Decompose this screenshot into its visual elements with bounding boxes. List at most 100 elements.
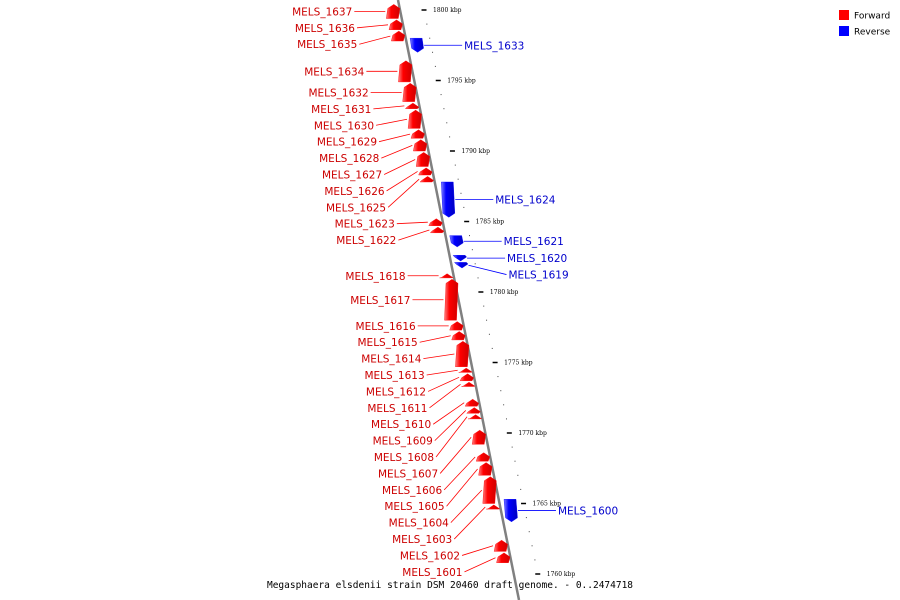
gene-mels-1609[interactable] [466, 407, 481, 414]
tick-label: 1770 kbp [518, 430, 547, 437]
label-mels-1615: MELS_1615 [358, 337, 418, 349]
gene-mels-1603[interactable] [486, 504, 501, 510]
leader-line [373, 105, 405, 110]
gene-mels-1616[interactable] [449, 321, 464, 331]
gene-mels-1604[interactable] [482, 476, 497, 504]
gene-mels-1635[interactable] [391, 30, 406, 42]
label-mels-1601: MELS_1601 [402, 567, 462, 579]
tick-layer: 1800 kbp 1795 kbp 1790 kbp 1785 kbp 1780 kbp… [421, 7, 575, 578]
gene-mels-1626[interactable] [418, 167, 433, 176]
tick-label: 1800 kbp [433, 7, 462, 14]
tick-label: 1765 kbp [533, 501, 562, 508]
gene-mels-1601[interactable] [496, 552, 511, 563]
leader-line [381, 144, 413, 159]
label-mels-1611: MELS_1611 [367, 403, 427, 415]
gene-mels-1613[interactable] [458, 367, 473, 373]
gene-mels-1600[interactable] [503, 499, 518, 523]
label-mels-1619: MELS_1619 [508, 270, 568, 282]
label-mels-1637: MELS_1637 [292, 6, 352, 18]
gene-mels-1606[interactable] [475, 452, 490, 462]
leader-line [464, 557, 496, 573]
gene-mels-1625[interactable] [419, 176, 434, 183]
label-mels-1636: MELS_1636 [295, 23, 355, 35]
leader-line [461, 545, 494, 556]
label-mels-1631: MELS_1631 [311, 104, 371, 116]
gene-mels-1619[interactable] [454, 262, 469, 269]
label-mels-1633: MELS_1633 [464, 40, 524, 52]
label-mels-1620: MELS_1620 [507, 253, 567, 265]
label-mels-1612: MELS_1612 [366, 386, 426, 398]
gene-mels-1605[interactable] [478, 462, 493, 476]
gene-mels-1634[interactable] [398, 60, 413, 83]
leader-line [435, 416, 468, 458]
gene-mels-1627[interactable] [415, 152, 430, 167]
gene-mels-1620[interactable] [452, 255, 467, 262]
gene-mels-1602[interactable] [493, 539, 508, 552]
label-mels-1606: MELS_1606 [382, 485, 442, 497]
label-mels-1609: MELS_1609 [373, 436, 433, 448]
gene-mels-1636[interactable] [388, 19, 403, 30]
gene-mels-1607[interactable] [471, 429, 486, 445]
gene-mels-1612[interactable] [459, 373, 474, 381]
leader-line [386, 171, 418, 192]
legend: Forward Reverse [839, 10, 891, 38]
label-mels-1604: MELS_1604 [389, 518, 449, 530]
leader-line [375, 118, 408, 126]
label-mels-1621: MELS_1621 [504, 236, 564, 248]
leader-line [359, 35, 391, 45]
leader-layer [354, 11, 556, 573]
gene-mels-1637[interactable] [386, 4, 401, 19]
gene-mels-1618[interactable] [439, 273, 454, 279]
label-mels-1630: MELS_1630 [314, 120, 374, 132]
legend-forward-label: Forward [854, 12, 890, 22]
label-mels-1618: MELS_1618 [345, 271, 405, 283]
gene-mels-1630[interactable] [407, 109, 422, 129]
tick-label: 1795 kbp [447, 78, 476, 85]
gene-mels-1632[interactable] [402, 83, 417, 102]
gene-mels-1624[interactable] [441, 181, 456, 218]
leader-line [446, 468, 478, 507]
gene-mels-1615[interactable] [451, 331, 466, 341]
leader-line [450, 489, 483, 523]
label-mels-1608: MELS_1608 [374, 452, 434, 464]
label-mels-1610: MELS_1610 [371, 419, 431, 431]
gene-mels-1631[interactable] [404, 102, 420, 109]
gene-mels-1621[interactable] [449, 235, 464, 248]
gene-mels-1622[interactable] [429, 226, 445, 234]
label-mels-1626: MELS_1626 [324, 186, 384, 198]
tick-label: 1790 kbp [461, 148, 490, 155]
gene-mels-1623[interactable] [428, 218, 443, 226]
leader-line [453, 506, 486, 540]
tick-label: 1785 kbp [476, 219, 505, 226]
gene-mels-1628[interactable] [413, 139, 428, 152]
label-layer: MELS_1637 MELS_1636 MELS_1635 MELS_1634 MELS… [292, 6, 618, 578]
label-mels-1613: MELS_1613 [364, 370, 424, 382]
leader-line [423, 353, 455, 360]
leader-line [427, 376, 460, 392]
leader-line [419, 335, 451, 343]
gene-mels-1617[interactable] [444, 279, 459, 321]
label-mels-1607: MELS_1607 [378, 468, 438, 480]
leader-line [439, 436, 472, 474]
genome-caption: Megasphaera elsdenii strain DSM 20460 dr… [267, 580, 633, 591]
gene-mels-1608[interactable] [468, 414, 483, 420]
label-mels-1617: MELS_1617 [350, 295, 410, 307]
tick-label: 1775 kbp [504, 360, 533, 367]
gene-mels-1611[interactable] [461, 381, 476, 387]
legend-reverse-swatch [839, 26, 849, 36]
label-mels-1623: MELS_1623 [335, 219, 395, 231]
label-mels-1629: MELS_1629 [317, 137, 377, 149]
gene-mels-1614[interactable] [455, 341, 470, 367]
label-mels-1625: MELS_1625 [326, 202, 386, 214]
gene-mels-1629[interactable] [410, 129, 425, 139]
genome-backbone [396, 0, 521, 600]
leader-line [378, 133, 411, 143]
gene-mels-1610[interactable] [464, 398, 479, 407]
leader-line [434, 410, 467, 441]
label-mels-1627: MELS_1627 [322, 169, 382, 181]
gene-mels-1633[interactable] [409, 38, 424, 53]
leader-line [383, 159, 416, 175]
leader-line [429, 384, 461, 409]
label-mels-1614: MELS_1614 [361, 354, 421, 366]
